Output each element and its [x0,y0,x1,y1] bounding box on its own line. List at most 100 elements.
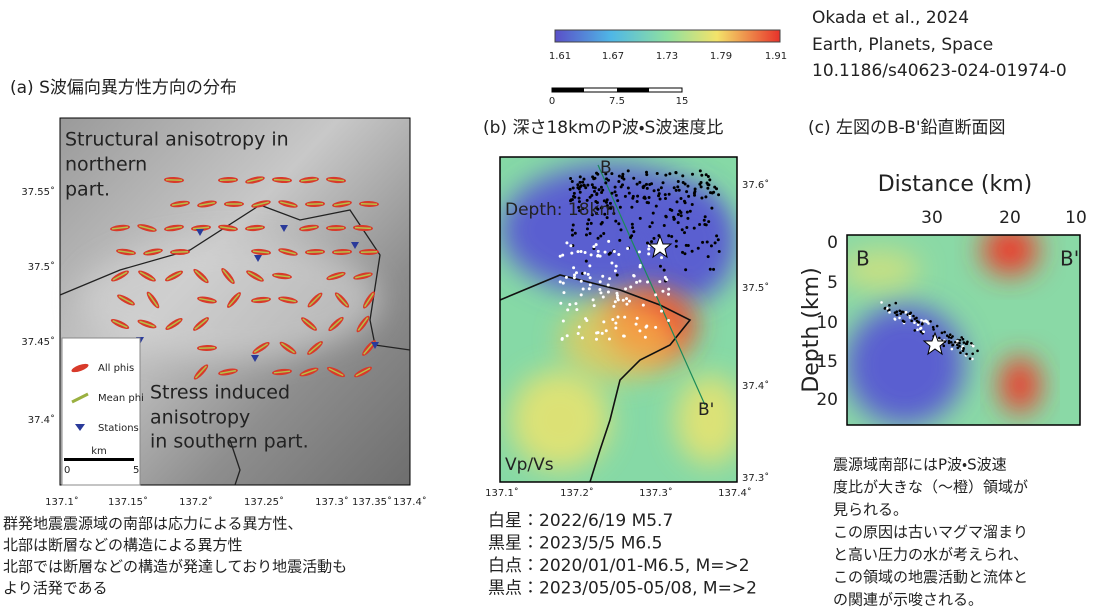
dot [661,290,664,293]
dot [627,186,630,189]
dot [910,320,913,323]
legend-label: All phis [98,363,134,374]
dot [596,254,599,257]
dot [578,188,581,191]
legend-line: 黒星：2023/5/5 M6.5 [488,534,662,554]
dot [664,197,667,200]
dot [562,320,565,323]
dot [601,332,604,335]
dot [631,223,634,226]
dot [674,171,677,174]
tick-label: 137.35˚ [352,496,392,508]
dot [681,174,684,177]
dot [962,348,965,351]
dot [616,315,619,318]
dot [898,309,901,312]
dot [707,220,710,223]
dot [586,222,589,225]
tick-label: 30 [921,208,943,228]
dot [638,250,641,253]
dot [579,175,582,178]
dot [710,244,713,247]
dot [714,241,717,244]
dot [673,186,676,189]
dot [932,326,935,329]
dot [675,245,678,248]
legend-line: 黒点：2023/05/05-05/08, M=>2 [488,579,757,599]
dot [972,345,975,348]
dot [599,280,602,283]
section-c [840,225,1080,425]
dot [888,311,891,314]
dot [700,174,703,177]
dot [610,262,613,265]
tick-label: 137.15˚ [108,496,148,508]
dot [712,191,715,194]
dot [592,245,595,248]
legend-a [62,338,140,485]
dot [646,201,649,204]
tick-label: 7.5 [609,96,625,107]
dot [591,183,594,186]
dot [624,195,627,198]
tick-label: 37.3˚ [742,472,769,484]
dot [566,334,569,337]
dot [920,319,923,322]
dot [569,244,572,247]
dot [592,177,595,180]
tick-label: 1.79 [710,51,732,62]
dot [586,184,589,187]
dot [658,280,661,283]
dot [677,221,680,224]
dot [693,227,696,230]
dot [941,332,944,335]
dot [894,318,897,321]
dot [932,328,935,331]
dot [616,273,619,276]
dot [687,195,690,198]
dot [691,173,694,176]
dot [614,190,617,193]
dot [625,297,628,300]
dot [615,292,618,295]
tick-label: 137.4˚ [393,496,427,508]
dot [581,181,584,184]
dot [697,247,700,250]
dot [960,336,963,339]
dot [570,252,573,255]
dot [623,316,626,319]
dot [597,237,600,240]
dot [698,223,701,226]
dot [604,181,607,184]
dot [565,276,568,279]
dot [636,195,639,198]
dot [605,329,608,332]
dot [929,320,932,323]
dot [585,260,588,263]
dot [675,240,678,243]
dot [938,337,941,340]
dot [647,252,650,255]
tick-label: 137.2˚ [560,487,594,499]
dot [913,321,916,324]
dot [600,186,603,189]
dot [559,302,562,305]
dot [936,325,939,328]
panel-title: (c) 左図のB-B'鉛直断面図 [808,118,1006,138]
figure: Okada et al., 2024 Earth, Planets, Space… [0,0,1102,608]
dot [620,228,623,231]
dot [612,305,615,308]
tick-label: 137.4˚ [718,487,752,499]
dot [580,280,583,283]
annotation: in southern part. [150,431,309,453]
dot [703,219,706,222]
panel-title: (b) 深さ18kmのP波・S波速度比 [483,118,723,138]
legend-line: 白星：2022/6/19 M5.7 [488,511,673,531]
dot [709,268,712,271]
annotation: part. [65,179,110,201]
dot [607,291,610,294]
section-label: B [600,158,612,178]
dot [717,193,720,196]
dot [579,181,582,184]
dot [647,247,650,250]
